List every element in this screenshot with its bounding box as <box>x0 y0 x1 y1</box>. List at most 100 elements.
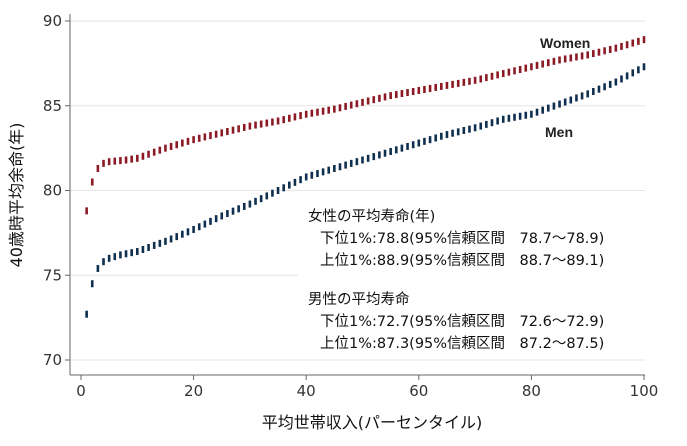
series-1-point-30 <box>248 200 252 208</box>
series-0-point-19 <box>186 137 190 145</box>
series-0-point-2 <box>90 178 94 186</box>
series-1-point-88 <box>575 94 578 102</box>
series-label-women: Women <box>540 35 590 51</box>
series-0-point-83 <box>546 59 550 67</box>
series-1-point-84 <box>552 102 556 110</box>
series-0-point-52 <box>372 96 376 104</box>
series-1-point-61 <box>423 137 426 145</box>
series-1-point-85 <box>558 100 561 108</box>
series-0-point-31 <box>254 121 257 129</box>
series-0-point-78 <box>518 65 522 73</box>
series-1-point-45 <box>333 164 336 172</box>
series-1-point-66 <box>451 129 454 137</box>
series-1-point-2 <box>90 280 94 288</box>
y-axis-title: 40歳時平均余命(年) <box>7 123 26 268</box>
x-tick-label-3: 60 <box>409 382 428 400</box>
series-1-point-48 <box>349 159 353 167</box>
series-1-point-44 <box>327 166 331 174</box>
series-1-point-15 <box>164 237 167 245</box>
series-1-point-50 <box>361 156 364 164</box>
series-1-point-39 <box>299 176 302 184</box>
series-0-point-29 <box>242 123 246 131</box>
series-1-point-11 <box>141 245 145 253</box>
series-1-point-55 <box>389 148 392 156</box>
series-0-point-48 <box>349 101 353 109</box>
series-1-point-76 <box>507 114 511 122</box>
series-1-point-73 <box>490 119 494 127</box>
series-1-point-16 <box>169 235 173 243</box>
series-0-point-99 <box>637 37 640 45</box>
series-0-point-30 <box>248 122 252 130</box>
series-0-point-96 <box>620 42 623 50</box>
series-1-point-9 <box>130 249 133 257</box>
series-0-point-84 <box>552 57 556 65</box>
series-1-point-35 <box>276 187 280 194</box>
series-1-point-97 <box>625 72 629 80</box>
series-1-point-6 <box>113 253 117 261</box>
series-0-point-26 <box>226 128 229 136</box>
series-0-point-21 <box>197 134 201 142</box>
series-1-point-47 <box>344 161 347 169</box>
y-ticks: 70 75 80 85 90 <box>43 12 70 369</box>
series-1-point-13 <box>152 241 156 249</box>
series-1-point-24 <box>214 215 218 223</box>
series-1-point-8 <box>124 250 128 258</box>
series-0-point-23 <box>209 132 212 140</box>
x-axis-title: 平均世帯収入(パーセンタイル) <box>262 413 483 432</box>
series-1-point-32 <box>259 195 263 203</box>
series-1-point-89 <box>580 92 584 100</box>
series-0-point-67 <box>456 79 460 87</box>
series-0-point-90 <box>586 51 589 59</box>
series-0-point-49 <box>355 100 359 108</box>
series-0-point-55 <box>389 92 392 100</box>
series-1-point-59 <box>411 141 415 149</box>
series-0-point-74 <box>496 71 499 79</box>
series-0-point-72 <box>485 74 488 82</box>
series-0-point-95 <box>614 44 618 52</box>
series-1-point-94 <box>608 80 612 88</box>
series-0-point-68 <box>462 78 466 86</box>
series-0-point-66 <box>451 80 454 88</box>
series-0-point-33 <box>265 119 269 127</box>
series-1-point-54 <box>383 149 387 157</box>
series-0-point-94 <box>608 45 612 53</box>
series-0-point-1 <box>85 207 88 215</box>
series-1-point-37 <box>288 181 291 189</box>
series-1-point-78 <box>518 112 522 120</box>
series-1-point-86 <box>563 98 567 106</box>
series-1-point-40 <box>304 173 308 181</box>
series-1-point-71 <box>479 122 483 130</box>
series-1-point-36 <box>282 184 285 192</box>
series-0-point-50 <box>361 98 364 106</box>
series-0-point-59 <box>411 88 415 96</box>
series-0-point-14 <box>158 146 162 154</box>
y-tick-label-0: 70 <box>43 351 62 369</box>
series-0-point-64 <box>440 82 443 90</box>
series-0-point-51 <box>366 97 370 105</box>
series-1-point-51 <box>366 154 370 162</box>
series-1-point-100 <box>642 63 646 71</box>
series-1-point-65 <box>445 131 449 139</box>
annotation-men-bottom: 下位1%:72.7(95%信頼区間 72.6〜72.9) <box>320 313 604 330</box>
series-1-point-52 <box>372 153 376 161</box>
series-1-point-74 <box>496 117 499 125</box>
x-tick-label-5: 100 <box>630 382 659 400</box>
series-0-point-35 <box>276 117 280 125</box>
series-1-point-79 <box>524 111 528 119</box>
series-0-point-27 <box>231 126 235 134</box>
series-0-point-40 <box>304 110 308 118</box>
series-0-point-97 <box>625 41 629 49</box>
x-tick-label-2: 40 <box>297 382 316 400</box>
series-0-point-16 <box>169 142 173 150</box>
series-1-point-91 <box>592 88 595 96</box>
series-1-point-14 <box>158 239 162 247</box>
series-0-point-39 <box>299 112 302 120</box>
series-1-point-60 <box>417 139 421 147</box>
series-0-point-32 <box>259 120 263 128</box>
series-1-point-87 <box>569 96 573 104</box>
series-1-point-12 <box>147 243 150 251</box>
series-1-point-82 <box>541 106 544 114</box>
annotation-women-title: 女性の平均寿命(年) <box>308 207 435 225</box>
annotation-women-bottom: 下位1%:78.8(95%信頼区間 78.7〜78.9) <box>320 230 604 247</box>
series-0-point-65 <box>445 81 449 89</box>
